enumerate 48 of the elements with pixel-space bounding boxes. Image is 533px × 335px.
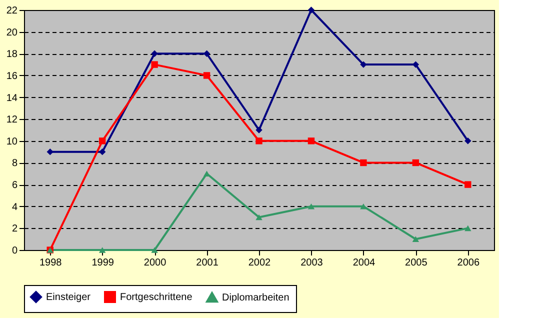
point (360, 159, 367, 166)
point (98, 247, 106, 253)
point (151, 50, 158, 57)
point (412, 159, 420, 166)
point (256, 126, 262, 134)
point (151, 61, 158, 68)
point (98, 138, 106, 144)
y-tick-label: 12 (6, 114, 18, 126)
y-tick-label: 16 (6, 70, 18, 82)
point (46, 148, 54, 156)
point (464, 138, 472, 144)
legend-label: Einsteiger (46, 292, 92, 303)
y-tick-label: 2 (12, 224, 18, 235)
point (308, 6, 315, 14)
point (151, 247, 158, 253)
point (308, 203, 315, 210)
point (464, 225, 472, 232)
point (256, 138, 262, 144)
point (360, 61, 367, 68)
point (360, 203, 367, 210)
point (412, 61, 420, 68)
x-tick-label: 2006 (457, 258, 480, 268)
x-tick-label: 2000 (144, 258, 167, 268)
x-tick-label: 1999 (92, 258, 114, 268)
point (308, 138, 315, 144)
point (412, 236, 420, 242)
x-tick-label: 2003 (300, 258, 324, 268)
point (203, 50, 210, 57)
point (98, 148, 106, 156)
y-tick-label: 8 (12, 158, 18, 170)
x-tick-label: 1998 (39, 258, 62, 268)
y-tick-label: 10 (6, 136, 18, 148)
point (256, 214, 262, 220)
point (464, 181, 472, 188)
legend-label: Diplomarbeiten (222, 292, 290, 304)
y-tick-label: 20 (6, 27, 18, 38)
x-tick-label: 2001 (196, 258, 219, 268)
point (203, 72, 210, 79)
y-tick-label: 18 (6, 49, 18, 60)
y-tick-label: 22 (6, 6, 18, 16)
y-tick-label: 4 (12, 202, 18, 213)
x-tick-label: 2005 (405, 258, 428, 268)
y-tick-label: 14 (6, 92, 18, 104)
legend-label: Fortgeschrittene (120, 292, 193, 303)
y-tick-label: 0 (12, 246, 18, 256)
y-tick-label: 6 (12, 180, 18, 192)
x-tick-label: 2002 (248, 258, 272, 268)
x-tick-label: 2004 (352, 258, 376, 268)
